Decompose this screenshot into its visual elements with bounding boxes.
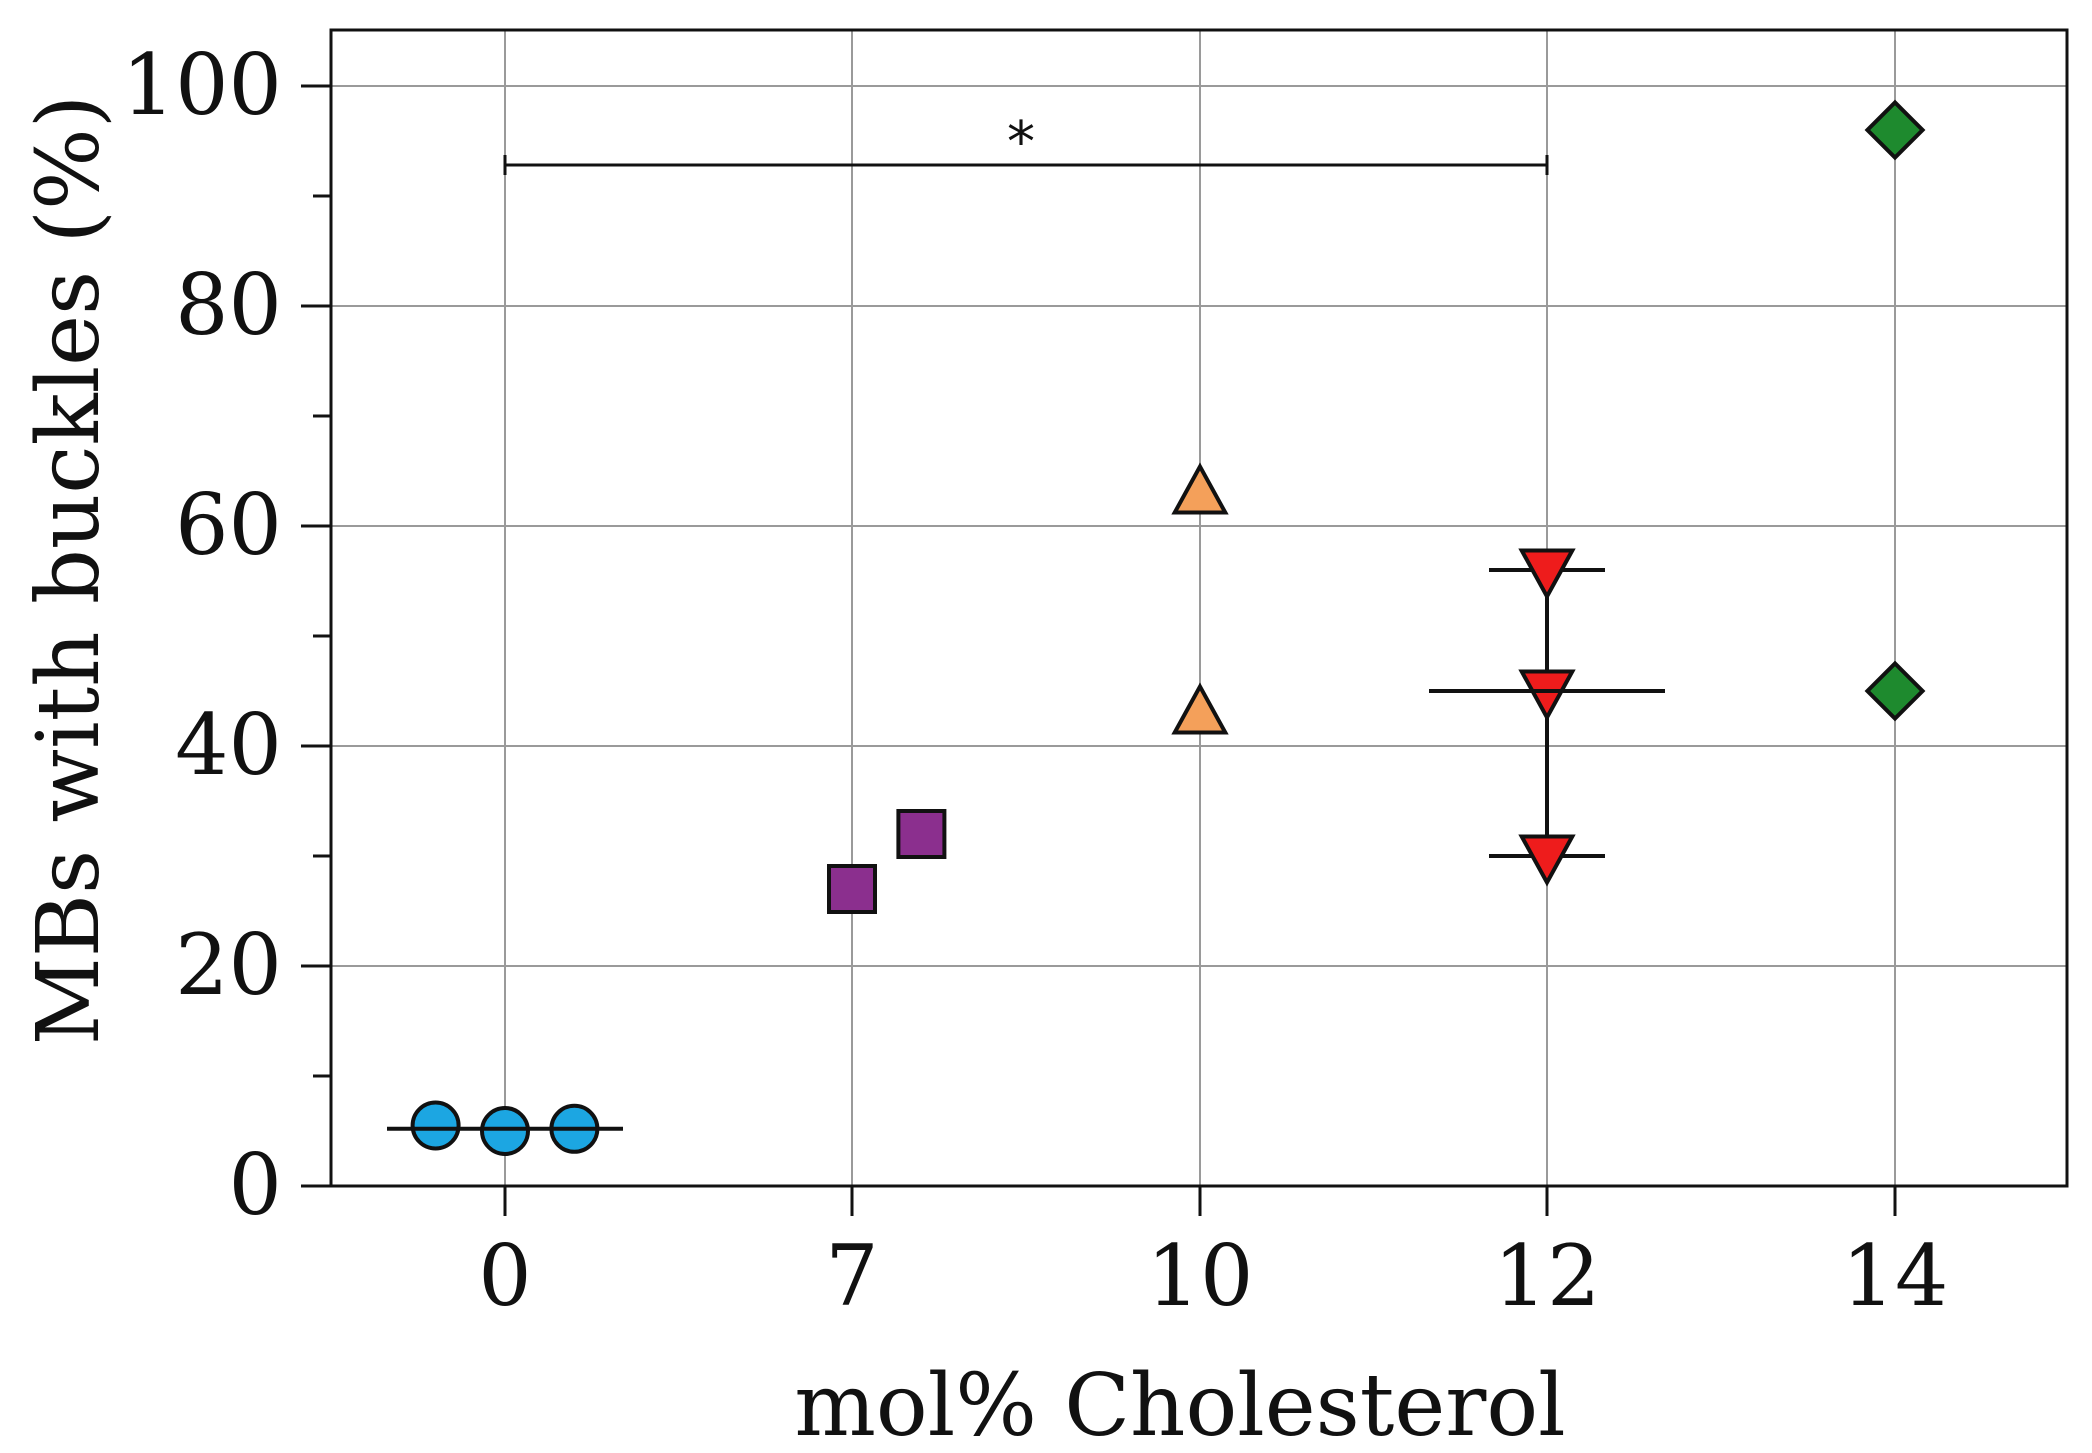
y-tick-label: 100 xyxy=(122,36,282,134)
x-tick-labels: 0 7 10 12 14 xyxy=(478,1227,1948,1325)
annotations: * xyxy=(503,110,1549,175)
y-tick-label: 60 xyxy=(175,476,282,574)
data-point-triangle-down xyxy=(1518,834,1576,887)
data-points xyxy=(387,99,1926,1156)
data-point-triangle-down xyxy=(1518,669,1576,722)
data-point-diamond xyxy=(1864,99,1926,161)
grid xyxy=(331,30,2067,1186)
y-tick-label: 40 xyxy=(175,696,282,794)
x-tick-label: 12 xyxy=(1494,1227,1601,1325)
x-tick-label: 10 xyxy=(1147,1227,1254,1325)
data-point-diamond xyxy=(1864,660,1926,722)
x-tick-label: 14 xyxy=(1842,1227,1949,1325)
y-tick-labels: 0 20 40 60 80 100 xyxy=(122,36,282,1234)
axes xyxy=(301,28,2069,1216)
x-axis-title: mol% Cholesterol xyxy=(794,1356,1565,1453)
y-axis-title: MBs with buckles (%) xyxy=(19,95,119,1046)
y-tick-label: 20 xyxy=(175,916,282,1014)
data-point-circle xyxy=(410,1100,461,1151)
data-point-square xyxy=(827,864,877,914)
y-tick-label: 80 xyxy=(175,256,282,354)
data-point-triangle-up xyxy=(1171,682,1229,735)
data-point-triangle-up xyxy=(1171,462,1229,515)
data-point-square xyxy=(896,809,947,859)
y-tick-label: 0 xyxy=(229,1136,282,1234)
x-tick-label: 7 xyxy=(825,1227,878,1325)
data-point-triangle-down xyxy=(1518,548,1576,601)
x-tick-label: 0 xyxy=(478,1227,531,1325)
data-point-circle xyxy=(480,1106,530,1156)
